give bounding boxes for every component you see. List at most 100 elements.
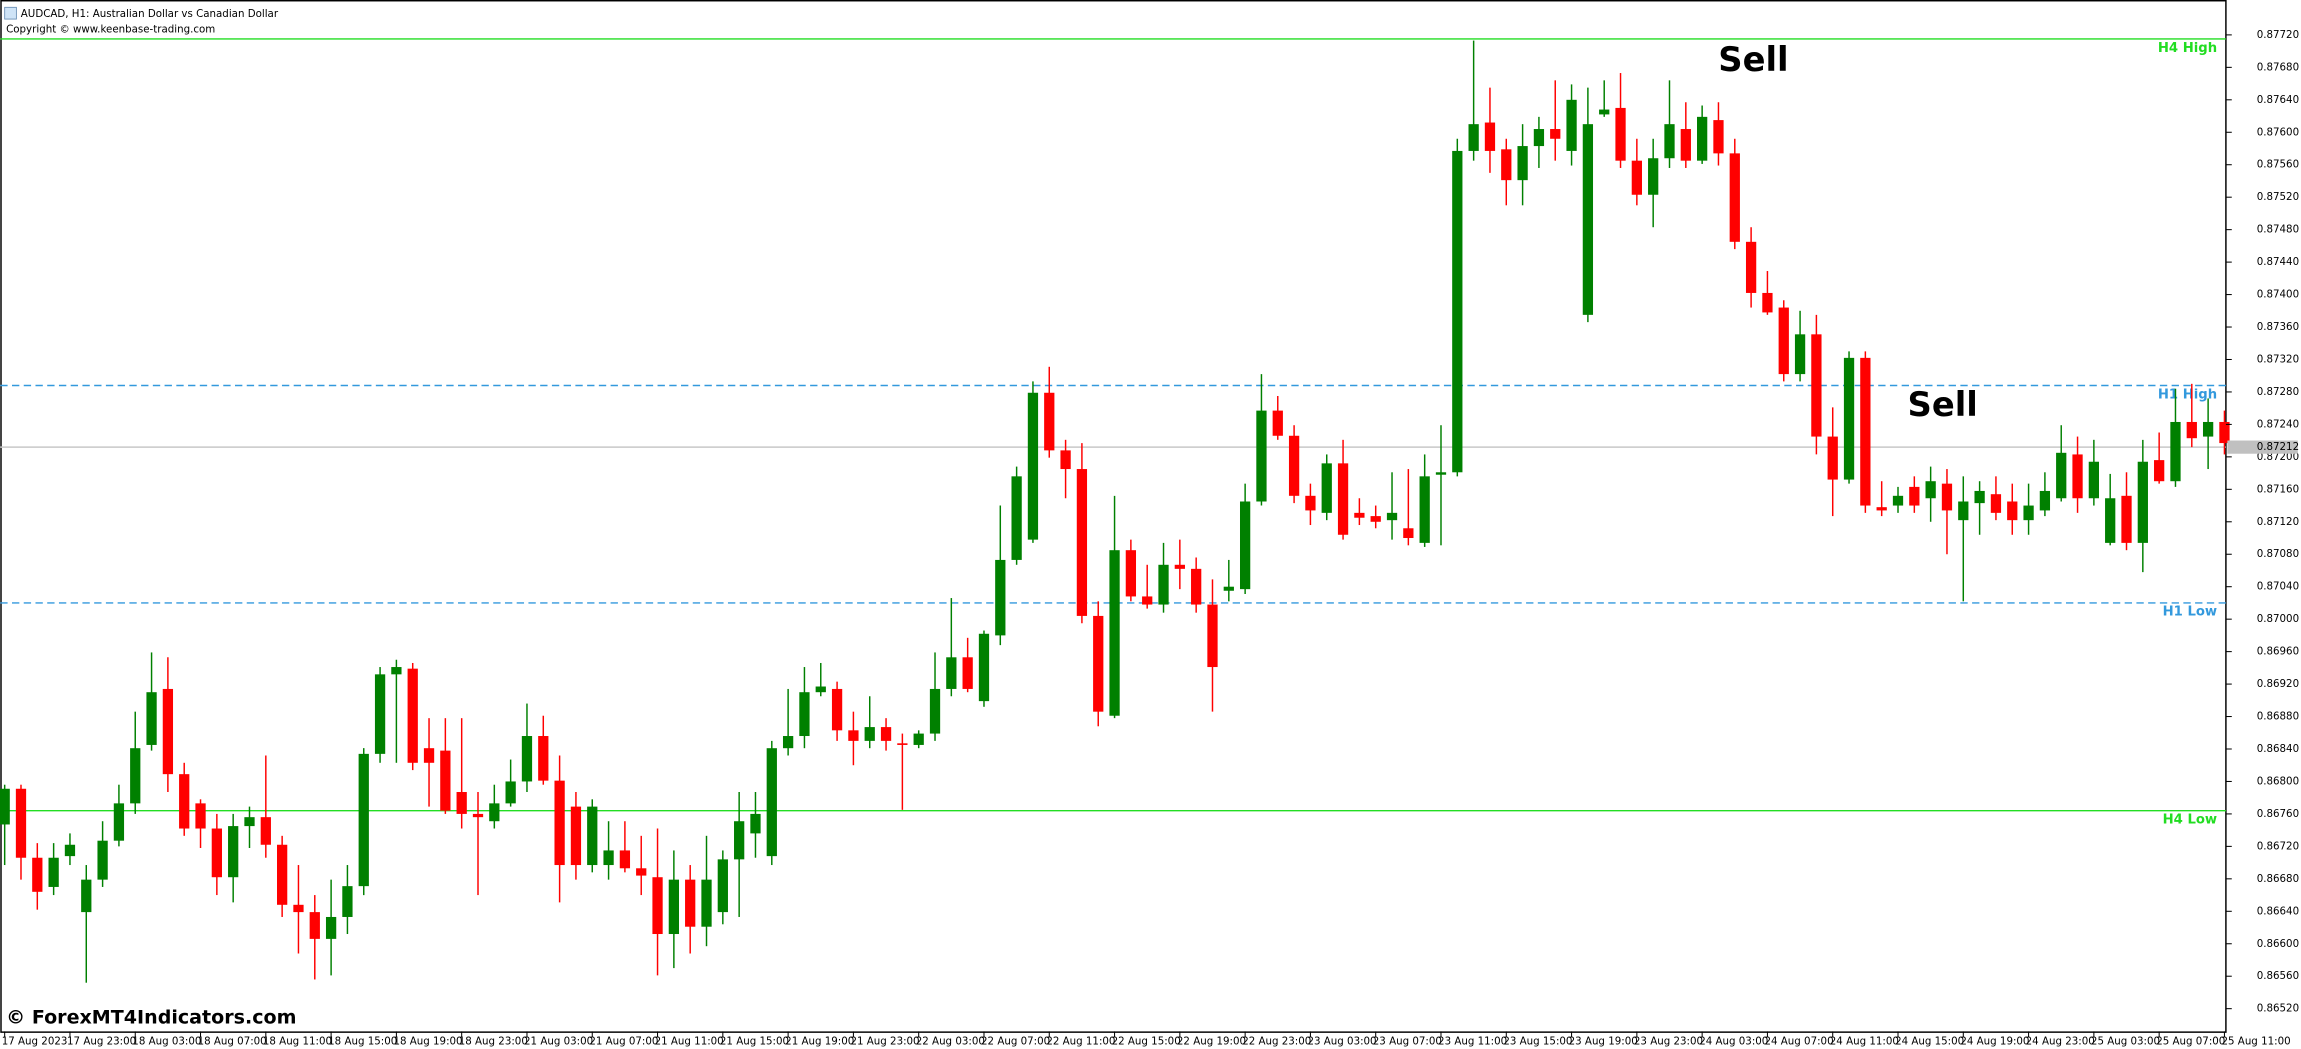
candle-body bbox=[1142, 596, 1153, 605]
candle-body bbox=[554, 780, 565, 866]
candle-body bbox=[228, 826, 239, 878]
x-tick-label: 18 Aug 11:00 bbox=[263, 1036, 332, 1048]
candle-body bbox=[1827, 436, 1838, 480]
candle-body bbox=[1697, 116, 1708, 161]
x-tick-label: 24 Aug 15:00 bbox=[1895, 1036, 1964, 1048]
x-tick-label: 18 Aug 19:00 bbox=[393, 1036, 462, 1048]
candle-body bbox=[1501, 149, 1512, 181]
x-tick-label: 21 Aug 07:00 bbox=[589, 1036, 658, 1048]
candle-body bbox=[799, 692, 810, 737]
candle-body bbox=[1811, 334, 1822, 437]
x-tick-label: 22 Aug 11:00 bbox=[1046, 1036, 1115, 1048]
candle-body bbox=[1158, 564, 1169, 605]
candle-body bbox=[2072, 454, 2083, 499]
candle-body bbox=[2170, 421, 2181, 482]
y-tick-label: 0.87360 bbox=[2257, 321, 2299, 333]
last-price-box bbox=[2227, 440, 2298, 454]
x-tick-label: 18 Aug 03:00 bbox=[132, 1036, 201, 1048]
candle-body bbox=[2121, 495, 2132, 543]
candle-body bbox=[1517, 146, 1528, 181]
candle-body bbox=[277, 844, 288, 905]
candle-body bbox=[1060, 450, 1071, 470]
candle-body bbox=[1664, 124, 1675, 159]
y-tick-label: 0.87160 bbox=[2257, 483, 2299, 495]
candle-body bbox=[1615, 107, 1626, 161]
candle-body bbox=[1745, 241, 1757, 293]
x-tick-label: 18 Aug 07:00 bbox=[198, 1036, 267, 1048]
x-tick-label: 23 Aug 23:00 bbox=[1634, 1036, 1703, 1048]
candle-body bbox=[1452, 150, 1463, 473]
candle-body bbox=[146, 692, 157, 745]
candle-body bbox=[374, 674, 386, 754]
candle-body bbox=[48, 857, 59, 887]
candle-body bbox=[570, 806, 582, 866]
candle-body bbox=[1909, 486, 1920, 506]
candle-body bbox=[407, 668, 418, 763]
y-tick-label: 0.86760 bbox=[2257, 808, 2299, 820]
sell-annotation: Sell bbox=[1908, 385, 1978, 424]
candle-body bbox=[1076, 469, 1088, 616]
candle-body bbox=[195, 803, 206, 829]
candle-body bbox=[505, 781, 516, 804]
candle-body bbox=[260, 817, 271, 845]
candle-body bbox=[456, 792, 467, 814]
candle-body bbox=[130, 748, 141, 804]
y-tick-label: 0.87240 bbox=[2257, 418, 2299, 430]
candle-body bbox=[2056, 452, 2067, 499]
candle-body bbox=[1843, 357, 1855, 480]
y-tick-label: 0.87000 bbox=[2257, 613, 2299, 625]
candle-body bbox=[1191, 568, 1202, 605]
y-tick-label: 0.87440 bbox=[2257, 256, 2299, 268]
candle-body bbox=[652, 877, 663, 935]
y-tick-label: 0.86800 bbox=[2257, 775, 2299, 787]
candle-body bbox=[1370, 516, 1381, 522]
candle-body bbox=[1680, 129, 1691, 161]
candle-body bbox=[244, 817, 255, 827]
x-tick-label: 18 Aug 23:00 bbox=[459, 1036, 528, 1048]
levels: H4 High H1 High H1 Low H4 Low bbox=[0, 38, 2226, 827]
candle-body bbox=[325, 916, 337, 939]
candle-body bbox=[1337, 463, 1349, 535]
y-tick-label: 0.86560 bbox=[2257, 970, 2299, 982]
candle-body bbox=[2007, 501, 2018, 521]
candle-body bbox=[1713, 120, 1724, 154]
candle-body bbox=[1550, 129, 1561, 139]
candle-body bbox=[668, 879, 680, 935]
x-tick-label: 25 Aug 11:00 bbox=[2222, 1036, 2291, 1048]
candle-body bbox=[211, 828, 222, 878]
candle-body bbox=[391, 667, 402, 675]
candle-body bbox=[1256, 410, 1267, 502]
x-tick-label: 25 Aug 07:00 bbox=[2156, 1036, 2225, 1048]
candle-body bbox=[81, 879, 92, 913]
candle-body bbox=[162, 688, 174, 775]
candle-body bbox=[97, 840, 108, 880]
candle-body bbox=[1925, 481, 1936, 499]
y-tick-label: 0.87280 bbox=[2257, 386, 2299, 398]
y-tick-label: 0.86880 bbox=[2257, 711, 2299, 723]
candle-body bbox=[815, 686, 826, 693]
candle-body bbox=[1011, 476, 1022, 560]
candle-body bbox=[423, 748, 435, 763]
y-tick-label: 0.87480 bbox=[2257, 224, 2299, 236]
x-tick-label: 24 Aug 23:00 bbox=[2026, 1036, 2095, 1048]
candle-body bbox=[1288, 435, 1300, 496]
y-tick-label: 0.87400 bbox=[2257, 289, 2299, 301]
candle-body bbox=[1321, 463, 1332, 513]
candle-body bbox=[15, 788, 27, 858]
x-tick-label: 22 Aug 19:00 bbox=[1177, 1036, 1246, 1048]
candle-body bbox=[978, 633, 990, 702]
y-tick-label: 0.87080 bbox=[2257, 548, 2299, 560]
candle-body bbox=[1207, 604, 1218, 668]
y-tick-label: 0.87320 bbox=[2257, 353, 2299, 365]
y-tick-label: 0.86600 bbox=[2257, 938, 2299, 950]
candle-body bbox=[2137, 461, 2148, 543]
y-tick-label: 0.87200 bbox=[2257, 451, 2299, 463]
candle-body bbox=[619, 850, 631, 869]
candle-body bbox=[1468, 124, 1479, 151]
candle-body bbox=[587, 806, 598, 866]
candle-body bbox=[2088, 461, 2100, 499]
candle-body bbox=[358, 753, 369, 887]
x-tick-label: 24 Aug 19:00 bbox=[1960, 1036, 2029, 1048]
x-tick-label: 22 Aug 07:00 bbox=[981, 1036, 1050, 1048]
